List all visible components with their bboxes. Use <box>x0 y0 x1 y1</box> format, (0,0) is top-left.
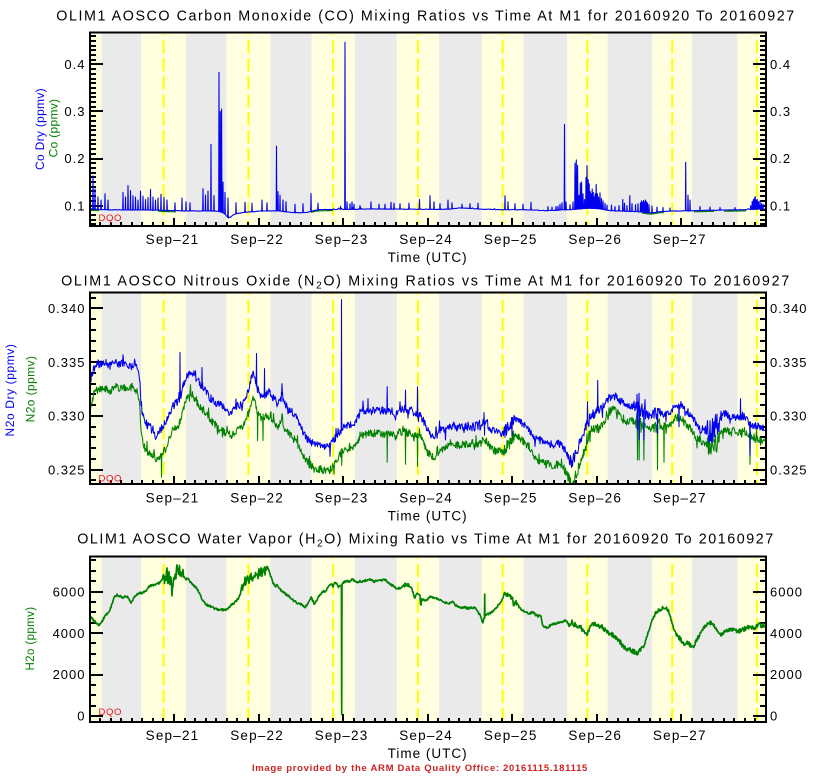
svg-text:0.4: 0.4 <box>64 57 85 72</box>
svg-text:DQO: DQO <box>99 707 122 718</box>
svg-text:Sep–26: Sep–26 <box>568 232 622 247</box>
svg-text:6000: 6000 <box>53 584 86 599</box>
svg-text:OLIM1 AOSCO Carbon Monoxide (C: OLIM1 AOSCO Carbon Monoxide (CO) Mixing … <box>56 9 795 25</box>
svg-text:Sep–22: Sep–22 <box>230 232 284 247</box>
svg-text:0.1: 0.1 <box>770 198 791 213</box>
svg-text:Sep–23: Sep–23 <box>315 232 369 247</box>
svg-text:Sep–21: Sep–21 <box>146 491 200 506</box>
svg-text:Sep–26: Sep–26 <box>568 728 622 743</box>
svg-text:Sep–27: Sep–27 <box>653 491 707 506</box>
svg-text:0.4: 0.4 <box>770 57 791 72</box>
svg-text:OLIM1 AOSCO Water Vapor (H2O): OLIM1 AOSCO Water Vapor (H2O) Mixing Rat… <box>77 532 774 550</box>
svg-text:0.335: 0.335 <box>770 355 808 370</box>
svg-text:Sep–25: Sep–25 <box>484 232 538 247</box>
svg-text:0.2: 0.2 <box>770 151 791 166</box>
svg-text:4000: 4000 <box>770 626 803 641</box>
svg-text:0.335: 0.335 <box>48 355 86 370</box>
svg-text:OLIM1 AOSCO Nitrous Oxide (N2O: OLIM1 AOSCO Nitrous Oxide (N2O) Mixing R… <box>61 274 791 292</box>
svg-text:Sep–25: Sep–25 <box>484 728 538 743</box>
svg-text:Sep–23: Sep–23 <box>315 728 369 743</box>
svg-text:DQO: DQO <box>99 474 122 485</box>
svg-text:Sep–22: Sep–22 <box>230 491 284 506</box>
svg-text:0.330: 0.330 <box>770 409 808 424</box>
svg-text:Sep–26: Sep–26 <box>568 491 622 506</box>
svg-text:DQO: DQO <box>99 213 122 224</box>
svg-text:Co Dry (ppmv): Co Dry (ppmv) <box>33 88 47 170</box>
svg-text:Sep–23: Sep–23 <box>315 491 369 506</box>
svg-text:Time (UTC): Time (UTC) <box>388 250 468 265</box>
svg-text:Sep–27: Sep–27 <box>653 232 707 247</box>
svg-text:N2o (ppmv): N2o (ppmv) <box>24 356 38 423</box>
svg-text:Sep–22: Sep–22 <box>230 728 284 743</box>
svg-text:Sep–24: Sep–24 <box>399 232 453 247</box>
svg-text:Image provided by the ARM Data: Image provided by the ARM Data Quality O… <box>252 763 588 774</box>
svg-text:H2o (ppmv): H2o (ppmv) <box>25 606 37 670</box>
svg-text:2000: 2000 <box>770 667 803 682</box>
svg-text:0.325: 0.325 <box>770 462 808 477</box>
svg-text:0.330: 0.330 <box>48 409 86 424</box>
svg-text:Sep–24: Sep–24 <box>399 728 453 743</box>
svg-text:0.1: 0.1 <box>64 198 85 213</box>
svg-text:0.3: 0.3 <box>770 104 791 119</box>
svg-text:4000: 4000 <box>53 626 86 641</box>
svg-text:0.340: 0.340 <box>770 301 808 316</box>
svg-text:6000: 6000 <box>770 584 803 599</box>
svg-text:0.2: 0.2 <box>64 151 85 166</box>
svg-text:N2o Dry (ppmv): N2o Dry (ppmv) <box>3 343 17 436</box>
svg-text:0.340: 0.340 <box>48 301 86 316</box>
svg-text:Sep–25: Sep–25 <box>484 491 538 506</box>
svg-text:Co (ppmv): Co (ppmv) <box>47 99 61 158</box>
svg-text:Sep–21: Sep–21 <box>146 728 200 743</box>
svg-text:Time (UTC): Time (UTC) <box>388 509 468 524</box>
svg-text:0: 0 <box>77 709 85 724</box>
svg-text:Sep–21: Sep–21 <box>146 232 200 247</box>
svg-text:Sep–27: Sep–27 <box>653 728 707 743</box>
svg-text:Time (UTC): Time (UTC) <box>388 746 468 761</box>
svg-text:0.3: 0.3 <box>64 104 85 119</box>
svg-text:0: 0 <box>770 709 778 724</box>
svg-text:Sep–24: Sep–24 <box>399 491 453 506</box>
svg-text:2000: 2000 <box>53 667 86 682</box>
svg-text:0.325: 0.325 <box>48 462 86 477</box>
